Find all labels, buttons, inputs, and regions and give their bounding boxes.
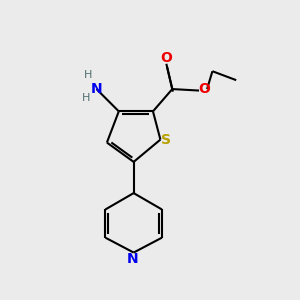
Text: O: O <box>198 82 210 96</box>
Text: N: N <box>91 82 102 96</box>
Text: N: N <box>126 252 138 266</box>
Text: H: H <box>82 93 90 103</box>
Text: H: H <box>83 70 92 80</box>
Text: O: O <box>160 51 172 65</box>
Text: S: S <box>161 133 171 147</box>
